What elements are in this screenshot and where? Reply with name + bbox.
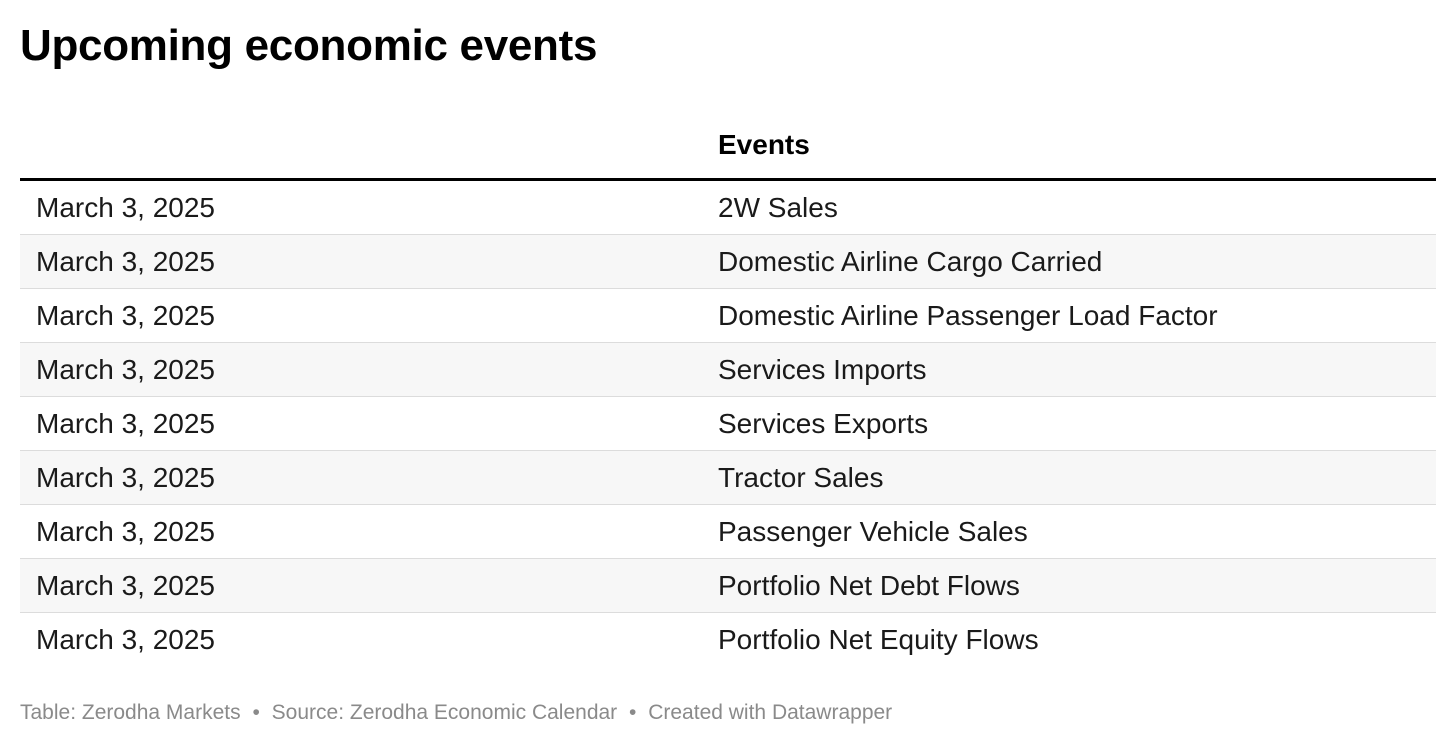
table-row: March 3, 2025 Portfolio Net Equity Flows	[20, 613, 1436, 667]
date-cell: March 3, 2025	[20, 450, 702, 505]
column-header-events: Events	[702, 112, 1436, 181]
date-cell: March 3, 2025	[20, 504, 702, 559]
events-table-container: Events March 3, 2025 2W Sales March 3, 2…	[20, 112, 1436, 666]
page-title: Upcoming economic events	[20, 21, 598, 70]
event-cell: Tractor Sales	[702, 450, 1436, 505]
source-credit: Source: Zerodha Economic Calendar	[271, 701, 618, 724]
table-body: March 3, 2025 2W Sales March 3, 2025 Dom…	[20, 179, 1436, 667]
date-cell: March 3, 2025	[20, 179, 702, 235]
event-cell: Services Imports	[702, 342, 1436, 397]
event-cell: 2W Sales	[702, 179, 1436, 235]
table-row: March 3, 2025 Services Exports	[20, 396, 1436, 451]
event-cell: Domestic Airline Passenger Load Factor	[702, 288, 1436, 343]
date-cell: March 3, 2025	[20, 396, 702, 451]
table-row: March 3, 2025 Portfolio Net Debt Flows	[20, 558, 1436, 613]
table-row: March 3, 2025 Domestic Airline Cargo Car…	[20, 234, 1436, 289]
separator-dot: •	[629, 701, 637, 724]
date-cell: March 3, 2025	[36, 623, 215, 655]
datawrapper-credit: Created with Datawrapper	[648, 701, 893, 724]
table-row: March 3, 2025 Services Imports	[20, 342, 1436, 397]
column-header-date	[20, 112, 702, 181]
event-cell: Services Exports	[702, 396, 1436, 451]
date-cell: March 3, 2025	[20, 342, 702, 397]
table-credit: Table: Zerodha Markets	[20, 701, 241, 724]
table-row: March 3, 2025 Domestic Airline Passenger…	[20, 288, 1436, 343]
header-row: Events	[20, 112, 1436, 181]
event-cell: Domestic Airline Cargo Carried	[702, 234, 1436, 289]
footer-credits: Table: Zerodha Markets • Source: Zerodha…	[20, 700, 892, 726]
event-cell: Portfolio Net Debt Flows	[702, 558, 1436, 613]
date-cell: March 3, 2025	[20, 234, 702, 289]
date-cell: March 3, 2025	[20, 288, 702, 343]
table-row: March 3, 2025 Passenger Vehicle Sales	[20, 504, 1436, 559]
date-cell: March 3, 2025	[20, 558, 702, 613]
event-cell: Portfolio Net Equity Flows	[718, 623, 1039, 655]
separator-dot: •	[252, 701, 260, 724]
table-header: Events	[20, 112, 1436, 181]
events-table: Events March 3, 2025 2W Sales March 3, 2…	[20, 112, 1436, 666]
table-row: March 3, 2025 2W Sales	[20, 179, 1436, 235]
table-row: March 3, 2025 Tractor Sales	[20, 450, 1436, 505]
event-cell: Passenger Vehicle Sales	[702, 504, 1436, 559]
